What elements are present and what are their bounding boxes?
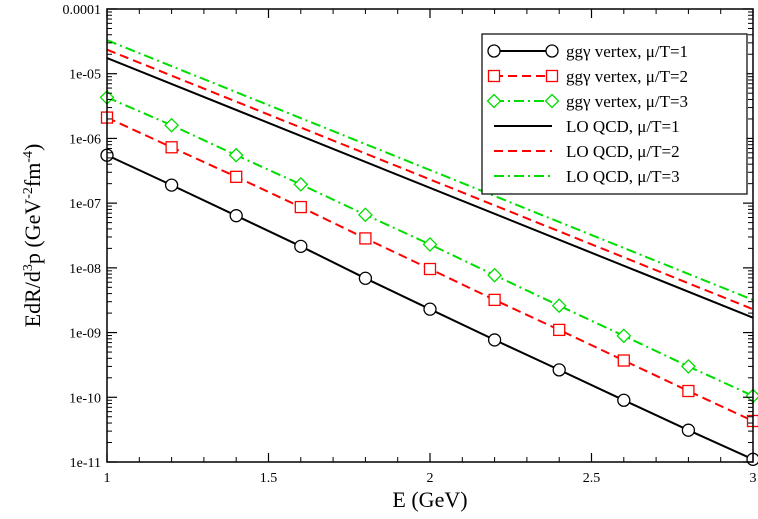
series-1-point-2 — [230, 170, 243, 183]
x-tick-label-1: 1.5 — [260, 471, 278, 486]
x-axis-label: E (GeV) — [392, 487, 467, 512]
y-label-part-e: fm — [20, 163, 45, 187]
series-line-4 — [107, 48, 753, 311]
series-2-point-5 — [422, 237, 438, 252]
series-2-point-8 — [616, 328, 632, 344]
series-line-3 — [107, 57, 753, 319]
series-1-point-6 — [488, 293, 501, 307]
series-1-point-1 — [165, 141, 178, 154]
y-tick-label-7: 0.0001 — [63, 3, 102, 18]
legend: ggγ vertex, μ/T=1 ggγ vertex, μ/T=2 ggγ ve… — [481, 33, 748, 195]
series-2-point-2 — [228, 147, 244, 163]
y-label-part-g: ) — [20, 144, 45, 151]
legend-label-5: LO QCD, μ/T=3 — [566, 167, 680, 186]
y-axis-label: EdR/d3p (GeV-2fm-4) — [20, 144, 45, 328]
series-0-point-8 — [617, 393, 631, 407]
series-1-point-7 — [553, 323, 566, 337]
legend-label-1: ggγ vertex, μ/T=2 — [566, 67, 688, 86]
x-tick-label-4: 3 — [750, 471, 757, 486]
series-2-point-9 — [680, 358, 696, 374]
series-2-point-7 — [551, 298, 567, 314]
series-1-point-5 — [423, 262, 437, 276]
y-label-sup-m4: -4 — [21, 151, 36, 163]
legend-marker-2-a — [486, 93, 502, 109]
series-0-point-2 — [229, 209, 243, 223]
series-2-point-6 — [487, 267, 503, 283]
series-2-point-4 — [357, 207, 373, 223]
y-tick-label-4: 1e-07 — [69, 197, 101, 212]
series-1-point-3 — [294, 200, 307, 214]
series-line-5 — [107, 39, 753, 301]
y-label-part-a: EdR/d — [20, 271, 45, 327]
legend-box — [481, 33, 748, 195]
legend-marker-1-b — [545, 69, 559, 83]
x-tick-label-0: 1 — [104, 471, 111, 486]
y-label-sup-3: 3 — [21, 264, 36, 271]
legend-label-0: ggγ vertex, μ/T=1 — [566, 42, 688, 61]
legend-label-3: LO QCD, μ/T=1 — [566, 117, 680, 136]
series-2-point-3 — [293, 176, 309, 192]
y-tick-label-0: 1e-11 — [70, 456, 101, 471]
series-0-point-4 — [358, 271, 373, 285]
y-label-part-c: p (GeV — [20, 199, 45, 264]
y-tick-label-1: 1e-10 — [69, 391, 101, 406]
series-1-point-9 — [682, 384, 695, 398]
y-label-sup-m2: -2 — [21, 187, 36, 199]
series-2-point-1 — [164, 117, 180, 133]
legend-marker-1-a — [487, 69, 501, 83]
legend-marker-0-a — [487, 44, 501, 58]
series-0-point-7 — [552, 363, 566, 377]
series-0-point-3 — [294, 239, 308, 253]
legend-marker-0-b — [545, 44, 559, 58]
series-0-point-9 — [681, 423, 696, 437]
y-tick-label-2: 1e-09 — [69, 327, 101, 342]
x-axis-ticks: 1 1.5 2 2.5 3 — [104, 9, 757, 486]
y-tick-label-3: 1e-08 — [69, 262, 101, 277]
series-0-point-6 — [487, 333, 502, 347]
legend-marker-2-b — [544, 93, 560, 109]
series-1-point-4 — [359, 232, 372, 245]
legend-label-4: LO QCD, μ/T=2 — [566, 142, 680, 161]
series-1-point-8 — [617, 354, 630, 367]
series-0-point-1 — [164, 178, 179, 192]
y-axis-ticks: 1e-11 1e-10 1e-09 1e-08 1e-07 1e-06 1e-05 0.000… — [63, 3, 753, 471]
y-tick-label-6: 1e-05 — [69, 68, 101, 83]
series-0-point-5 — [423, 302, 437, 316]
x-tick-label-2: 2 — [427, 471, 434, 486]
x-tick-label-3: 2.5 — [583, 471, 601, 486]
y-tick-label-5: 1e-06 — [69, 132, 101, 147]
legend-label-2: ggγ vertex, μ/T=3 — [566, 92, 688, 111]
